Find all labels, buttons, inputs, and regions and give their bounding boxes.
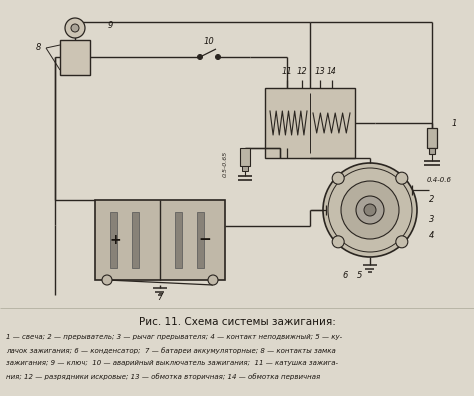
Circle shape [208,275,218,285]
Text: 9: 9 [107,21,113,29]
Text: 1: 1 [451,118,456,128]
Text: 7: 7 [157,293,163,303]
Text: 0.5-0.65: 0.5-0.65 [222,151,228,177]
Circle shape [341,181,399,239]
Text: 5: 5 [357,270,363,280]
Text: зажигания; 9 — ключ;  10 — аварийный выключатель зажигания;  11 — катушка зажига: зажигания; 9 — ключ; 10 — аварийный выкл… [6,360,338,366]
Circle shape [102,275,112,285]
Text: 4: 4 [429,230,435,240]
Text: 14: 14 [327,67,337,76]
Text: Рис. 11. Схема системы зажигания:: Рис. 11. Схема системы зажигания: [138,317,336,327]
Bar [242,166,248,171]
Circle shape [71,24,79,32]
Circle shape [323,163,417,257]
Text: −: − [199,232,211,248]
Bar [427,128,437,148]
Text: 12: 12 [297,67,307,76]
Text: +: + [109,233,121,247]
Text: 2: 2 [429,196,435,204]
Bar [197,212,204,268]
Bar [175,212,182,268]
Circle shape [396,172,408,184]
Text: 8: 8 [35,44,41,53]
Text: лачок зажигания; 6 — конденсатор;  7 — батареи аккумуляторные; 8 — контакты замк: лачок зажигания; 6 — конденсатор; 7 — ба… [6,347,336,354]
Circle shape [396,236,408,248]
Text: 10: 10 [204,36,214,46]
Circle shape [65,18,85,38]
Text: 11: 11 [282,67,292,76]
Circle shape [364,204,376,216]
Bar [240,148,250,166]
Bar [60,40,90,75]
Circle shape [332,172,344,184]
Bar [429,148,435,154]
Text: 1 — свеча; 2 — прерыватель; 3 — рычаг прерывателя; 4 — контакт неподвижный; 5 — : 1 — свеча; 2 — прерыватель; 3 — рычаг пр… [6,334,342,340]
Bar [132,212,139,268]
Circle shape [216,55,220,59]
Bar [95,200,225,280]
Text: 6: 6 [342,270,348,280]
Text: 0.4-0.6: 0.4-0.6 [427,177,452,183]
Text: 13: 13 [315,67,325,76]
Text: 3: 3 [429,215,435,225]
Circle shape [356,196,384,224]
Bar [265,88,355,158]
Bar [110,212,117,268]
Circle shape [198,55,202,59]
Text: ния; 12 — разрядники искровые; 13 — обмотка вторичная; 14 — обмотка первичная: ния; 12 — разрядники искровые; 13 — обмо… [6,373,320,380]
Circle shape [332,236,344,248]
